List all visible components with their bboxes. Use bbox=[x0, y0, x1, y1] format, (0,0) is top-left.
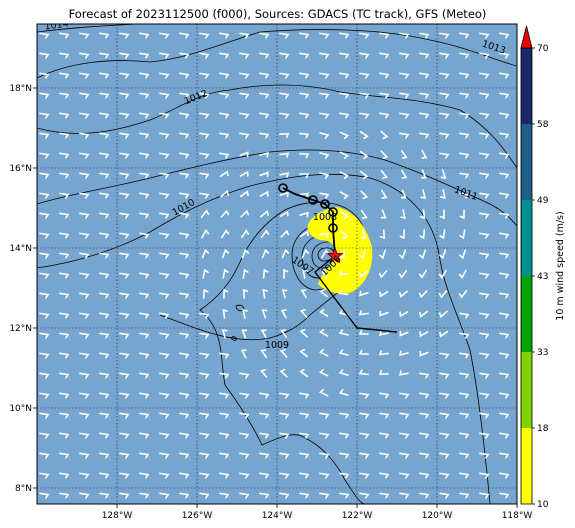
isobar-1009 bbox=[159, 201, 368, 504]
lat-tick-label: 16°N bbox=[9, 164, 32, 174]
isobar-label: 1014 bbox=[44, 18, 69, 32]
isobar-contours bbox=[37, 24, 517, 504]
longitude-ticks: 128°W 126°W 124°W 122°W 120°W 118°W bbox=[102, 504, 533, 521]
lat-tick-label: 12°N bbox=[9, 324, 32, 334]
isobar-1013 bbox=[37, 29, 517, 79]
isobar-1012 bbox=[37, 84, 517, 169]
forecast-track-line bbox=[314, 255, 398, 333]
track-point-marker bbox=[320, 199, 330, 209]
lat-tick-label: 14°N bbox=[9, 244, 32, 254]
colorbar-segment bbox=[521, 48, 532, 124]
colorbar-tick-label: 10 bbox=[537, 500, 549, 510]
wind-barb-field bbox=[39, 32, 510, 499]
lat-tick-label: 8°N bbox=[15, 484, 32, 494]
storm-center-star bbox=[326, 247, 344, 264]
colorbar-segment bbox=[521, 276, 532, 352]
colorbar-tick-label: 33 bbox=[537, 348, 548, 358]
track-history-line bbox=[282, 187, 336, 257]
colorbar-tick-label: 43 bbox=[537, 272, 548, 282]
track-point-marker bbox=[328, 207, 338, 217]
latitude-ticks: 8°N 10°N 12°N 14°N 16°N 18°N bbox=[9, 84, 37, 494]
lon-tick-label: 122°W bbox=[342, 511, 373, 521]
isobar-island-2 bbox=[231, 336, 237, 341]
ocean-background bbox=[37, 24, 517, 504]
lat-tick-label: 10°N bbox=[9, 404, 32, 414]
lon-tick-label: 120°W bbox=[422, 511, 453, 521]
colorbar-tick-label: 18 bbox=[537, 424, 549, 434]
lon-tick-label: 126°W bbox=[182, 511, 213, 521]
colorbar-segment bbox=[521, 124, 532, 200]
lon-tick-label: 118°W bbox=[502, 511, 533, 521]
wind-barbs bbox=[39, 32, 510, 499]
track-markers bbox=[278, 183, 338, 233]
track-point-marker bbox=[328, 223, 338, 233]
lon-tick-label: 128°W bbox=[102, 511, 133, 521]
colorbar-extend-arrow bbox=[520, 25, 533, 49]
colorbar-tick-label: 70 bbox=[537, 44, 549, 54]
map-title: Forecast of 2023112500 (f000), Sources: … bbox=[68, 7, 487, 21]
colorbar-title: 10 m wind speed (m/s) bbox=[555, 211, 566, 320]
track-point-marker bbox=[308, 195, 318, 205]
colorbar-segment bbox=[521, 352, 532, 428]
strong-wind-region bbox=[307, 207, 373, 294]
storm-track bbox=[278, 183, 398, 333]
map-gridlines bbox=[37, 24, 517, 504]
track-point-marker bbox=[278, 183, 288, 193]
colorbar: 10 18 33 43 49 58 70 10 m wind speed (m/s) bbox=[520, 25, 566, 510]
isobar-label: 1008 bbox=[313, 212, 337, 223]
colorbar-tick-label: 49 bbox=[537, 196, 549, 206]
isobar-1010 bbox=[37, 173, 491, 504]
lon-tick-label: 124°W bbox=[262, 511, 293, 521]
isobar-label: 1009 bbox=[265, 340, 289, 351]
colorbar-segment bbox=[521, 428, 532, 504]
isobar-1011 bbox=[37, 149, 517, 227]
colorbar-tick-label: 58 bbox=[537, 120, 549, 130]
colorbar-segment bbox=[521, 200, 532, 276]
lat-tick-label: 18°N bbox=[9, 84, 32, 94]
